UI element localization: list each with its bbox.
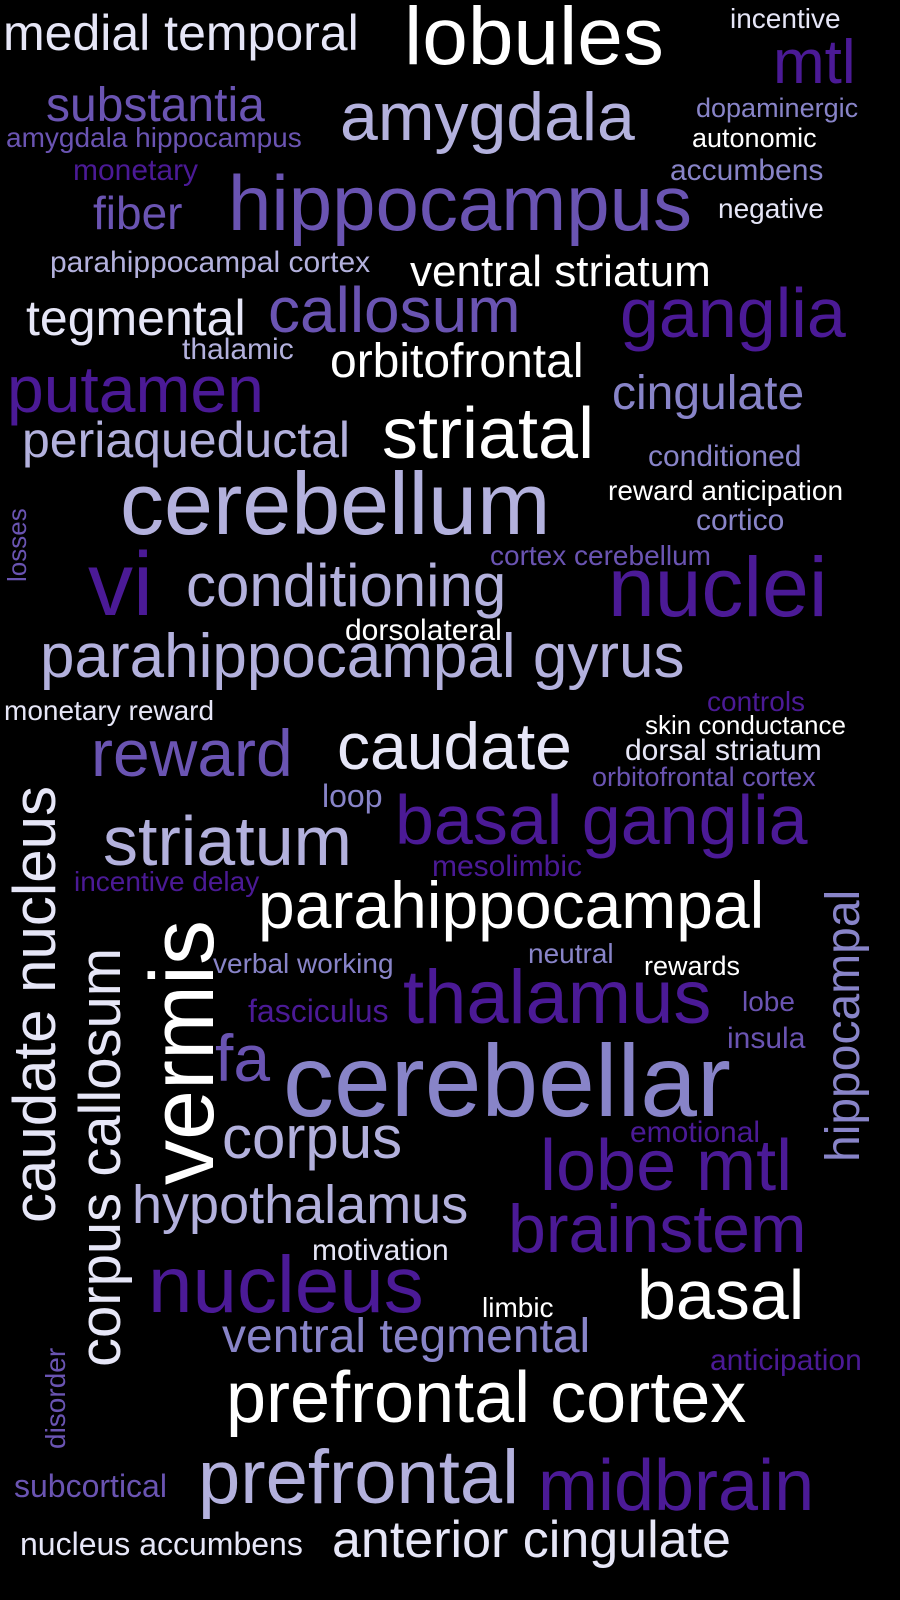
word-orbitofrontal-cortex: orbitofrontal cortex [592, 762, 816, 792]
word-corpus-callosum: corpus callosum [68, 947, 133, 1367]
word-periaqueductal: periaqueductal [22, 412, 351, 468]
word-basal: basal [637, 1256, 805, 1334]
word-losses: losses [2, 508, 32, 582]
word-subcortical: subcortical [14, 1468, 167, 1504]
word-parahippocampal-gyrus: parahippocampal gyrus [40, 622, 685, 691]
word-parahippocampal: parahippocampal [258, 868, 765, 942]
word-putamen: putamen [7, 352, 264, 426]
word-monetary: monetary [73, 154, 199, 187]
word-fasciculus: fasciculus [248, 993, 389, 1029]
word-prefrontal-cortex: prefrontal cortex [226, 1358, 747, 1438]
word-monetary-reward: monetary reward [4, 695, 215, 726]
word-vi: vi [88, 535, 153, 635]
word-orbitofrontal: orbitofrontal [330, 335, 584, 388]
word-mesolimbic: mesolimbic [432, 850, 583, 883]
word-reward: reward [91, 716, 293, 790]
word-mtl: mtl [773, 28, 856, 97]
word-midbrain: midbrain [538, 1446, 815, 1526]
word-skin-conductance: skin conductance [645, 710, 846, 740]
word-neutral: neutral [528, 938, 614, 969]
word-negative: negative [718, 193, 824, 224]
word-emotional: emotional [630, 1116, 761, 1149]
word-cerebellum: cerebellum [120, 454, 551, 553]
word-lobe: lobe [742, 986, 795, 1017]
word-motivation: motivation [312, 1234, 449, 1267]
word-conditioned: conditioned [648, 440, 802, 473]
word-substantia: substantia [46, 79, 265, 132]
word-disorder: disorder [40, 1347, 71, 1449]
word-incentive-delay: incentive delay [74, 866, 260, 897]
word-lobules: lobules [404, 0, 664, 82]
word-controls: controls [707, 686, 806, 717]
word-reward-anticipation: reward anticipation [608, 475, 844, 506]
word-amygdala-hippocampus: amygdala hippocampus [6, 122, 302, 153]
word-fiber: fiber [93, 187, 183, 239]
word-caudate-nucleus: caudate nucleus [1, 786, 68, 1223]
word-dorsolateral: dorsolateral [345, 614, 502, 647]
word-verbal-working: verbal working [213, 948, 394, 979]
word-basal-ganglia: basal ganglia [395, 781, 808, 859]
word-dorsal-striatum: dorsal striatum [625, 734, 822, 767]
word-anticipation: anticipation [710, 1344, 862, 1377]
word-nucleus: nucleus [148, 1240, 424, 1329]
word-striatum: striatum [103, 802, 352, 880]
word-hippocampus: hippocampus [228, 159, 692, 247]
word-hippocampal: hippocampal [817, 889, 870, 1162]
word-anterior-cingulate: anterior cingulate [332, 1511, 731, 1569]
word-cerebellar: cerebellar [283, 1024, 731, 1138]
word-ventral-striatum: ventral striatum [410, 247, 711, 296]
word-amygdala: amygdala [340, 79, 635, 155]
word-cortex-cerebellum: cortex cerebellum [490, 540, 711, 571]
word-brainstem: brainstem [508, 1191, 807, 1267]
word-lobe-mtl: lobe mtl [540, 1126, 793, 1206]
word-tegmental: tegmental [26, 290, 246, 346]
word-striatal: striatal [382, 394, 595, 474]
word-caudate: caudate [337, 709, 572, 783]
word-nucleus-accumbens: nucleus accumbens [20, 1526, 303, 1562]
word-corpus: corpus [222, 1104, 403, 1171]
word-incentive: incentive [730, 3, 841, 34]
word-thalamus: thalamus [403, 955, 712, 1040]
word-rewards: rewards [644, 951, 741, 981]
word-fa: fa [215, 1021, 271, 1095]
word-medial-temporal: medial temporal [3, 5, 359, 61]
word-cortico: cortico [696, 504, 785, 537]
word-hypothalamus: hypothalamus [132, 1175, 469, 1235]
word-prefrontal: prefrontal [198, 1435, 520, 1520]
word-thalamic: thalamic [182, 333, 294, 366]
word-parahippocampal-cortex: parahippocampal cortex [50, 246, 371, 279]
word-nuclei: nuclei [608, 540, 828, 634]
word-limbic: limbic [482, 1292, 554, 1323]
word-autonomic: autonomic [692, 123, 817, 153]
word-conditioning: conditioning [186, 552, 507, 619]
word-accumbens: accumbens [670, 154, 824, 187]
word-insula: insula [727, 1022, 806, 1055]
word-loop: loop [322, 778, 383, 814]
word-ganglia: ganglia [620, 274, 846, 352]
word-ventral-tegmental: ventral tegmental [222, 1310, 591, 1363]
word-dopaminergic: dopaminergic [696, 93, 859, 123]
word-cingulate: cingulate [612, 367, 805, 420]
word-callosum: callosum [268, 274, 521, 346]
